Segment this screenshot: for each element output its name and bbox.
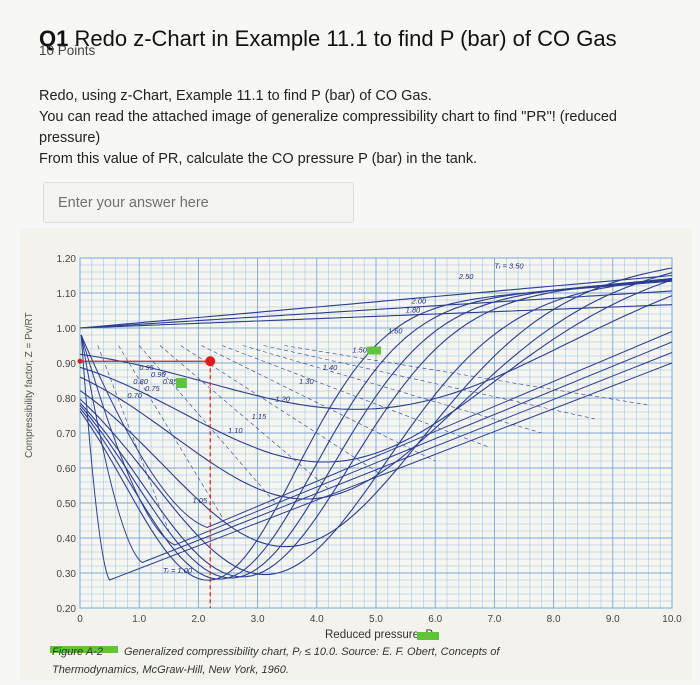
y-tick-label: 1.20 (57, 254, 77, 265)
dashed-curve (118, 345, 223, 518)
dashed-curve (263, 345, 596, 420)
figure-caption-label: Figure A-2 (52, 646, 103, 658)
question-number: Q1 (39, 26, 69, 51)
x-tick-label: 8.0 (547, 614, 561, 625)
subcritical-curve (80, 334, 673, 564)
compressibility-chart-svg: 1.201.101.000.900.800.700.600.500.400.30… (24, 254, 682, 676)
curve-label: 0.70 (127, 391, 142, 400)
curve-label: 1.30 (299, 377, 314, 386)
question-line-1: Redo, using z-Chart, Example 11.1 to fin… (39, 88, 432, 104)
answer-input[interactable] (43, 182, 354, 223)
isotherm-curve (79, 278, 673, 579)
dashed-curve (159, 345, 329, 490)
y-tick-label: 0.20 (57, 604, 77, 615)
isotherm-curve (79, 272, 673, 500)
question-points: 10 Points (39, 43, 96, 58)
curve-label: Tᵣ = 1.00 (163, 566, 193, 575)
axis-label-highlight (417, 632, 439, 640)
x-tick-label: 0 (77, 614, 83, 625)
caption-highlight (50, 646, 118, 653)
curve-labels: Tᵣ = 3.50 2.50 2.001.80 1.60 1.50 1.40 1.30 1.2… (127, 262, 524, 576)
x-tick-label: 3.0 (251, 614, 265, 625)
y-tick-label: 0.90 (57, 359, 77, 370)
dashed-curve (201, 345, 436, 462)
x-axis-label: Reduced pressure, P (325, 629, 433, 641)
curve-label: 0.75 (145, 384, 160, 393)
subcritical-curve (80, 331, 673, 529)
isotherm-curve (79, 304, 673, 329)
dashed-curve (221, 345, 489, 448)
curve-label: 1.05 (192, 496, 207, 505)
curve-label: 1.40 (323, 363, 338, 372)
y-tick-label: 0.60 (57, 464, 77, 475)
question-title: Q1 Redo z-Chart in Example 11.1 to find … (39, 26, 617, 52)
y-tick-label: 1.10 (57, 289, 77, 300)
isotherm-curve (79, 295, 673, 410)
figure-caption-text: Generalized compressibility chart, Pᵣ ≤ … (124, 646, 500, 658)
dashed-curve (284, 345, 649, 406)
curve-label: 0.85 (163, 377, 178, 386)
highlight-block (175, 378, 187, 388)
figure-caption-text-2: Thermodynamics, McGraw-Hill, New York, 1… (52, 664, 289, 676)
marker-dot (205, 356, 216, 367)
curve-label: 1.20 (275, 395, 290, 404)
chart-marker (77, 346, 382, 608)
curve-label: 0.95 (139, 363, 154, 372)
subcritical-curve (80, 334, 673, 581)
question-line-3: From this value of PR, calculate the CO … (39, 151, 478, 167)
isotherm-curve (79, 267, 673, 548)
x-tick-label: 10.0 (662, 614, 682, 625)
curve-label: 2.00 (411, 297, 427, 306)
isotherm-curve (79, 279, 673, 463)
compressibility-chart-image: 1.20 1.10 1.00 0.90 0.80 0.70 0.60 0.50 0.40 0.30… (20, 228, 692, 680)
y-tick-label: 0.40 (57, 534, 77, 545)
x-tick-label: 7.0 (487, 614, 501, 625)
y-tick-label: 0.70 (57, 429, 77, 440)
x-axis-ticks: 0 1.0 2.0 3.0 4.0 5.0 6.0 7.0 8.0 9.0 10.0 (77, 614, 682, 625)
marker-axis-dot (77, 358, 83, 364)
curve-label: 1.60 (388, 326, 403, 335)
question-body: Redo, using z-Chart, Example 11.1 to fin… (39, 86, 669, 170)
dashed-curve (97, 345, 170, 532)
curve-label: 0.80 (133, 377, 148, 386)
question-title-text: Redo z-Chart in Example 11.1 to find P (… (74, 26, 617, 51)
chart-curves (79, 267, 673, 581)
isotherm-curve (79, 278, 673, 578)
x-tick-label: 6.0 (428, 614, 442, 625)
x-tick-label: 1.0 (132, 614, 146, 625)
dashed-curve (180, 345, 383, 476)
isotherm-curve (79, 290, 673, 329)
y-tick-label: 0.50 (57, 499, 77, 510)
isotherm-curve (79, 277, 673, 576)
curve-label: 1.10 (228, 426, 243, 435)
y-tick-label: 1.00 (57, 324, 77, 335)
curve-label: 1.15 (252, 412, 267, 421)
curve-label: 0.90 (151, 370, 166, 379)
isotherm-curve (79, 274, 673, 329)
y-axis-ticks: 1.20 1.10 1.00 0.90 0.80 0.70 0.60 0.50 0.40 0.30… (57, 254, 77, 615)
highlight-block (367, 346, 382, 355)
y-tick-label: 0.30 (57, 569, 77, 580)
curve-label: 1.50 (352, 346, 367, 355)
subcritical-curve (80, 334, 673, 546)
curve-label: 1.80 (406, 305, 421, 314)
dashed-curve (242, 345, 542, 434)
x-tick-label: 5.0 (369, 614, 383, 625)
x-tick-label: 9.0 (606, 614, 620, 625)
x-tick-label: 4.0 (310, 614, 324, 625)
x-tick-label: 2.0 (191, 614, 205, 625)
y-axis-label: Compressibility factor, Z = Pv/RT (24, 312, 35, 458)
y-tick-label: 0.80 (57, 394, 77, 405)
curve-label: 2.50 (458, 272, 474, 281)
question-line-2: You can read the attached image of gener… (39, 109, 617, 146)
curve-label: Tᵣ = 3.50 (494, 262, 524, 271)
